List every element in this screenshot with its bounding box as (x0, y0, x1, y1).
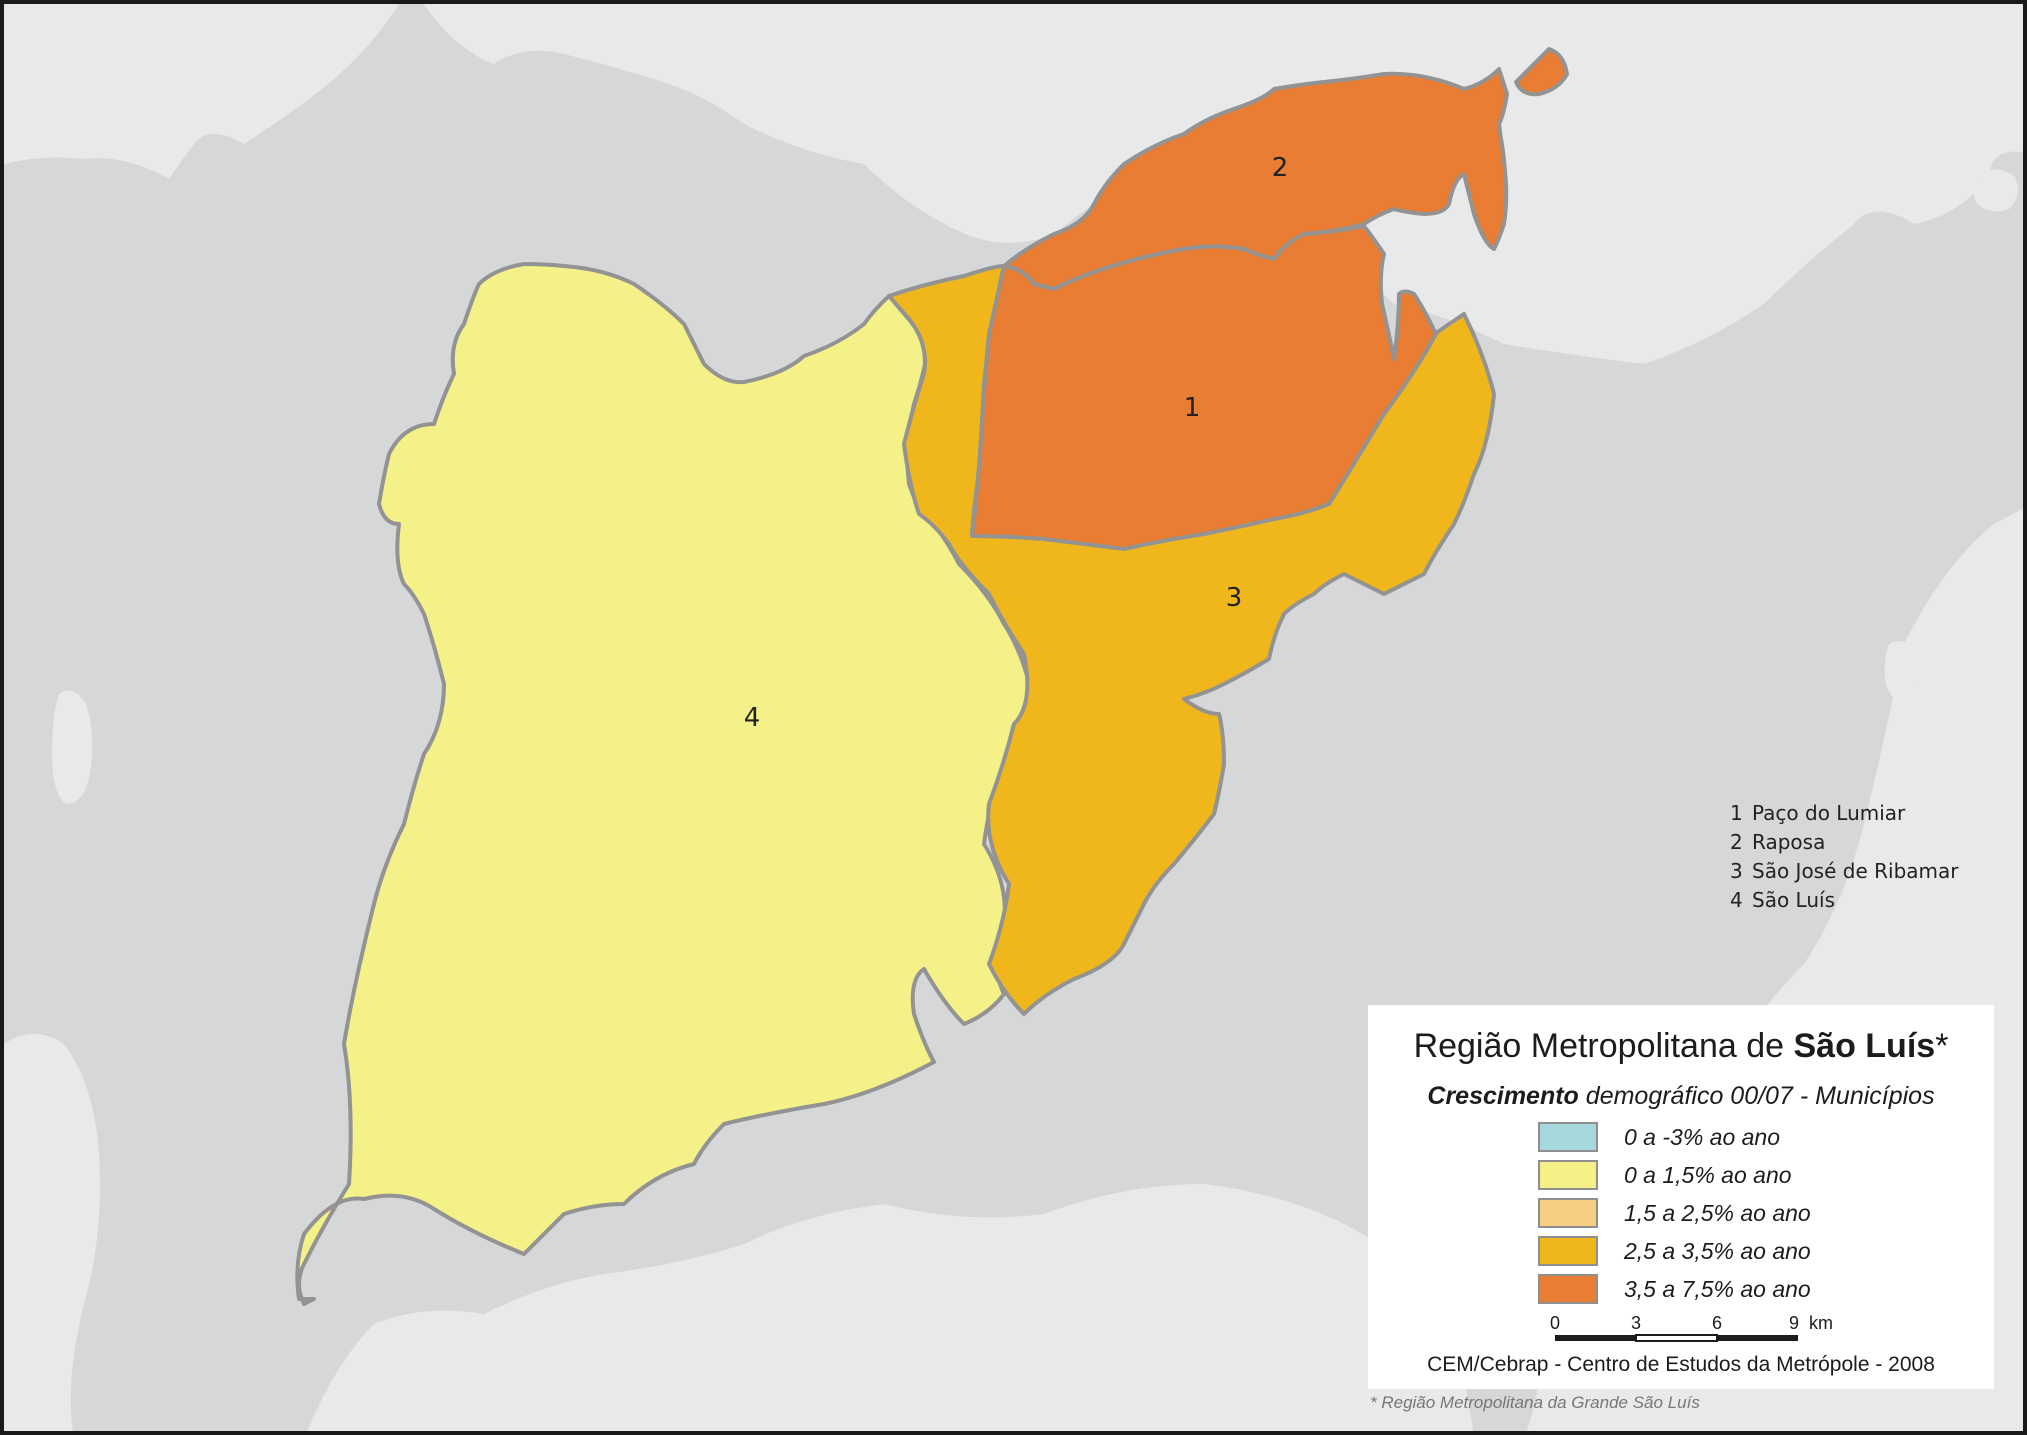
legend-title-suffix: * (1935, 1027, 1949, 1065)
legend-class-row: 1,5 a 2,5% ao ano (1538, 1196, 1811, 1230)
legend-class-row: 3,5 a 7,5% ao ano (1538, 1272, 1811, 1306)
legend-title-regular: Região Metropolitana de (1413, 1027, 1794, 1065)
name-list-number: 1 (1730, 801, 1743, 825)
municipality-name-list: 1 Paço do Lumiar 2 Raposa 3 São José de … (1730, 799, 1958, 915)
legend-title: Região Metropolitana de São Luís* (1368, 1027, 1994, 1066)
legend-swatch (1538, 1236, 1598, 1266)
name-list-row: 3 São José de Ribamar (1730, 857, 1958, 886)
municipality-label-2: 2 (1272, 153, 1289, 183)
legend-class-row: 0 a -3% ao ano (1538, 1120, 1780, 1154)
legend-subtitle-bold: Crescimento (1427, 1082, 1579, 1110)
islet-east (1884, 641, 1921, 704)
municipality-label-1: 1 (1184, 393, 1201, 423)
name-list-number: 2 (1730, 830, 1743, 854)
scale-segment (1717, 1335, 1798, 1341)
credits: CEM/Cebrap - Centro de Estudos da Metróp… (1427, 1353, 1935, 1376)
legend-swatch (1538, 1122, 1598, 1152)
municipality-label-3: 3 (1226, 583, 1243, 613)
legend-subtitle: Crescimento demográfico 00/07 - Municípi… (1368, 1082, 1994, 1111)
legend-class-row: 0 a 1,5% ao ano (1538, 1158, 1792, 1192)
scale-tick-9: 9 (1789, 1313, 1799, 1333)
scale-unit: km (1809, 1313, 1833, 1333)
legend-class-row: 2,5 a 3,5% ao ano (1538, 1234, 1811, 1268)
municipality-label-4: 4 (744, 703, 761, 733)
scale-tick-0: 0 (1550, 1313, 1560, 1333)
name-list-name: São Luís (1752, 888, 1835, 912)
name-list-row: 1 Paço do Lumiar (1730, 799, 1958, 828)
name-list-name: São José de Ribamar (1752, 859, 1959, 883)
scale-segment (1555, 1335, 1636, 1341)
mainland-west (4, 4, 399, 179)
name-list-row: 4 São Luís (1730, 886, 1958, 915)
legend-class-label: 2,5 a 3,5% ao ano (1624, 1237, 1811, 1264)
name-list-name: Raposa (1752, 830, 1826, 854)
legend-class-label: 1,5 a 2,5% ao ano (1624, 1199, 1811, 1226)
legend-swatch (1538, 1274, 1598, 1304)
legend-class-label: 3,5 a 7,5% ao ano (1624, 1275, 1811, 1302)
legend-class-label: 0 a 1,5% ao ano (1624, 1161, 1792, 1188)
footnote: * Região Metropolitana da Grande São Luí… (1370, 1393, 1700, 1412)
scale-tick-6: 6 (1712, 1313, 1722, 1333)
islet-northeast (1973, 169, 2018, 212)
legend-class-label: 0 a -3% ao ano (1624, 1123, 1781, 1150)
mainland-southwest (4, 1034, 100, 1431)
municipality-paco-do-lumiar[interactable] (970, 224, 1438, 551)
legend-swatch (1538, 1198, 1598, 1228)
legend-title-bold: São Luís (1793, 1027, 1936, 1065)
name-list-name: Paço do Lumiar (1752, 801, 1906, 825)
legend-swatch (1538, 1160, 1598, 1190)
legend-box: Região Metropolitana de São Luís* Cresci… (1368, 1005, 1994, 1389)
legend-subtitle-rest: demográfico 00/07 - Municípios (1578, 1082, 1935, 1110)
scale-bar: 0 3 6 9 km (1550, 1313, 1833, 1342)
name-list-number: 4 (1730, 888, 1743, 912)
islet-west (52, 690, 93, 804)
name-list-row: 2 Raposa (1730, 828, 1958, 857)
scale-segment (1635, 1334, 1718, 1342)
name-list-number: 3 (1730, 859, 1743, 883)
mainland-south (307, 1184, 1473, 1431)
scale-tick-3: 3 (1631, 1313, 1641, 1333)
